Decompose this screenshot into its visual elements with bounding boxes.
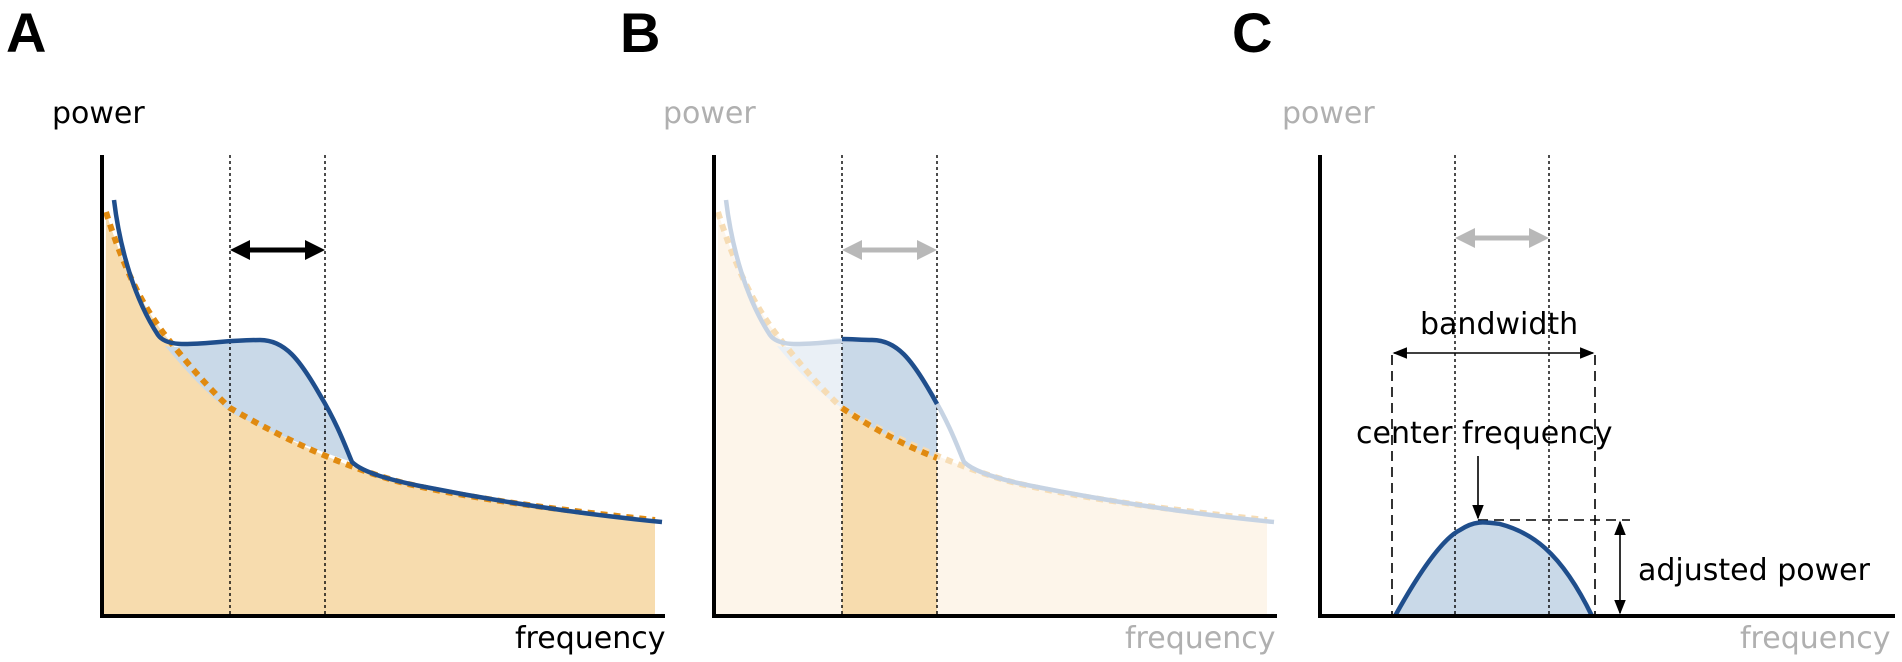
power-spectrum-curve-band-b xyxy=(841,336,939,406)
panel-c: C power frequency bandwidth center frequ… xyxy=(1232,1,1895,656)
panel-letter-c: C xyxy=(1232,1,1272,64)
aperiodic-fit-line-band-b xyxy=(840,405,939,461)
x-axis-label-b: frequency xyxy=(1125,621,1275,656)
aperiodic-fit-line-a xyxy=(103,211,656,523)
x-axis-label-c: frequency xyxy=(1740,621,1890,656)
power-spectrum-curve-a xyxy=(111,199,663,525)
y-axis-label-c: power xyxy=(1282,96,1375,131)
aperiodic-fill-faded-b xyxy=(716,212,1267,616)
y-axis-label-a: power xyxy=(52,96,145,131)
bandwidth-label: bandwidth xyxy=(1420,307,1578,342)
center-frequency-label: center frequency xyxy=(1356,416,1613,451)
panel-letter-a: A xyxy=(6,1,46,64)
panel-letter-b: B xyxy=(620,1,660,64)
aperiodic-fit-line-faded-b xyxy=(715,211,1268,523)
y-axis-label-b: power xyxy=(663,96,756,131)
x-axis-label-a: frequency xyxy=(515,621,665,656)
panel-a: A power frequency xyxy=(6,1,665,656)
aperiodic-fill-a xyxy=(104,212,655,616)
peak-curve-c xyxy=(1393,520,1595,618)
aperiodic-fill-band-b xyxy=(842,408,937,616)
panel-b: B power frequency xyxy=(620,1,1277,656)
adjusted-power-label: adjusted power xyxy=(1638,553,1871,588)
peak-fill-a xyxy=(165,338,352,462)
